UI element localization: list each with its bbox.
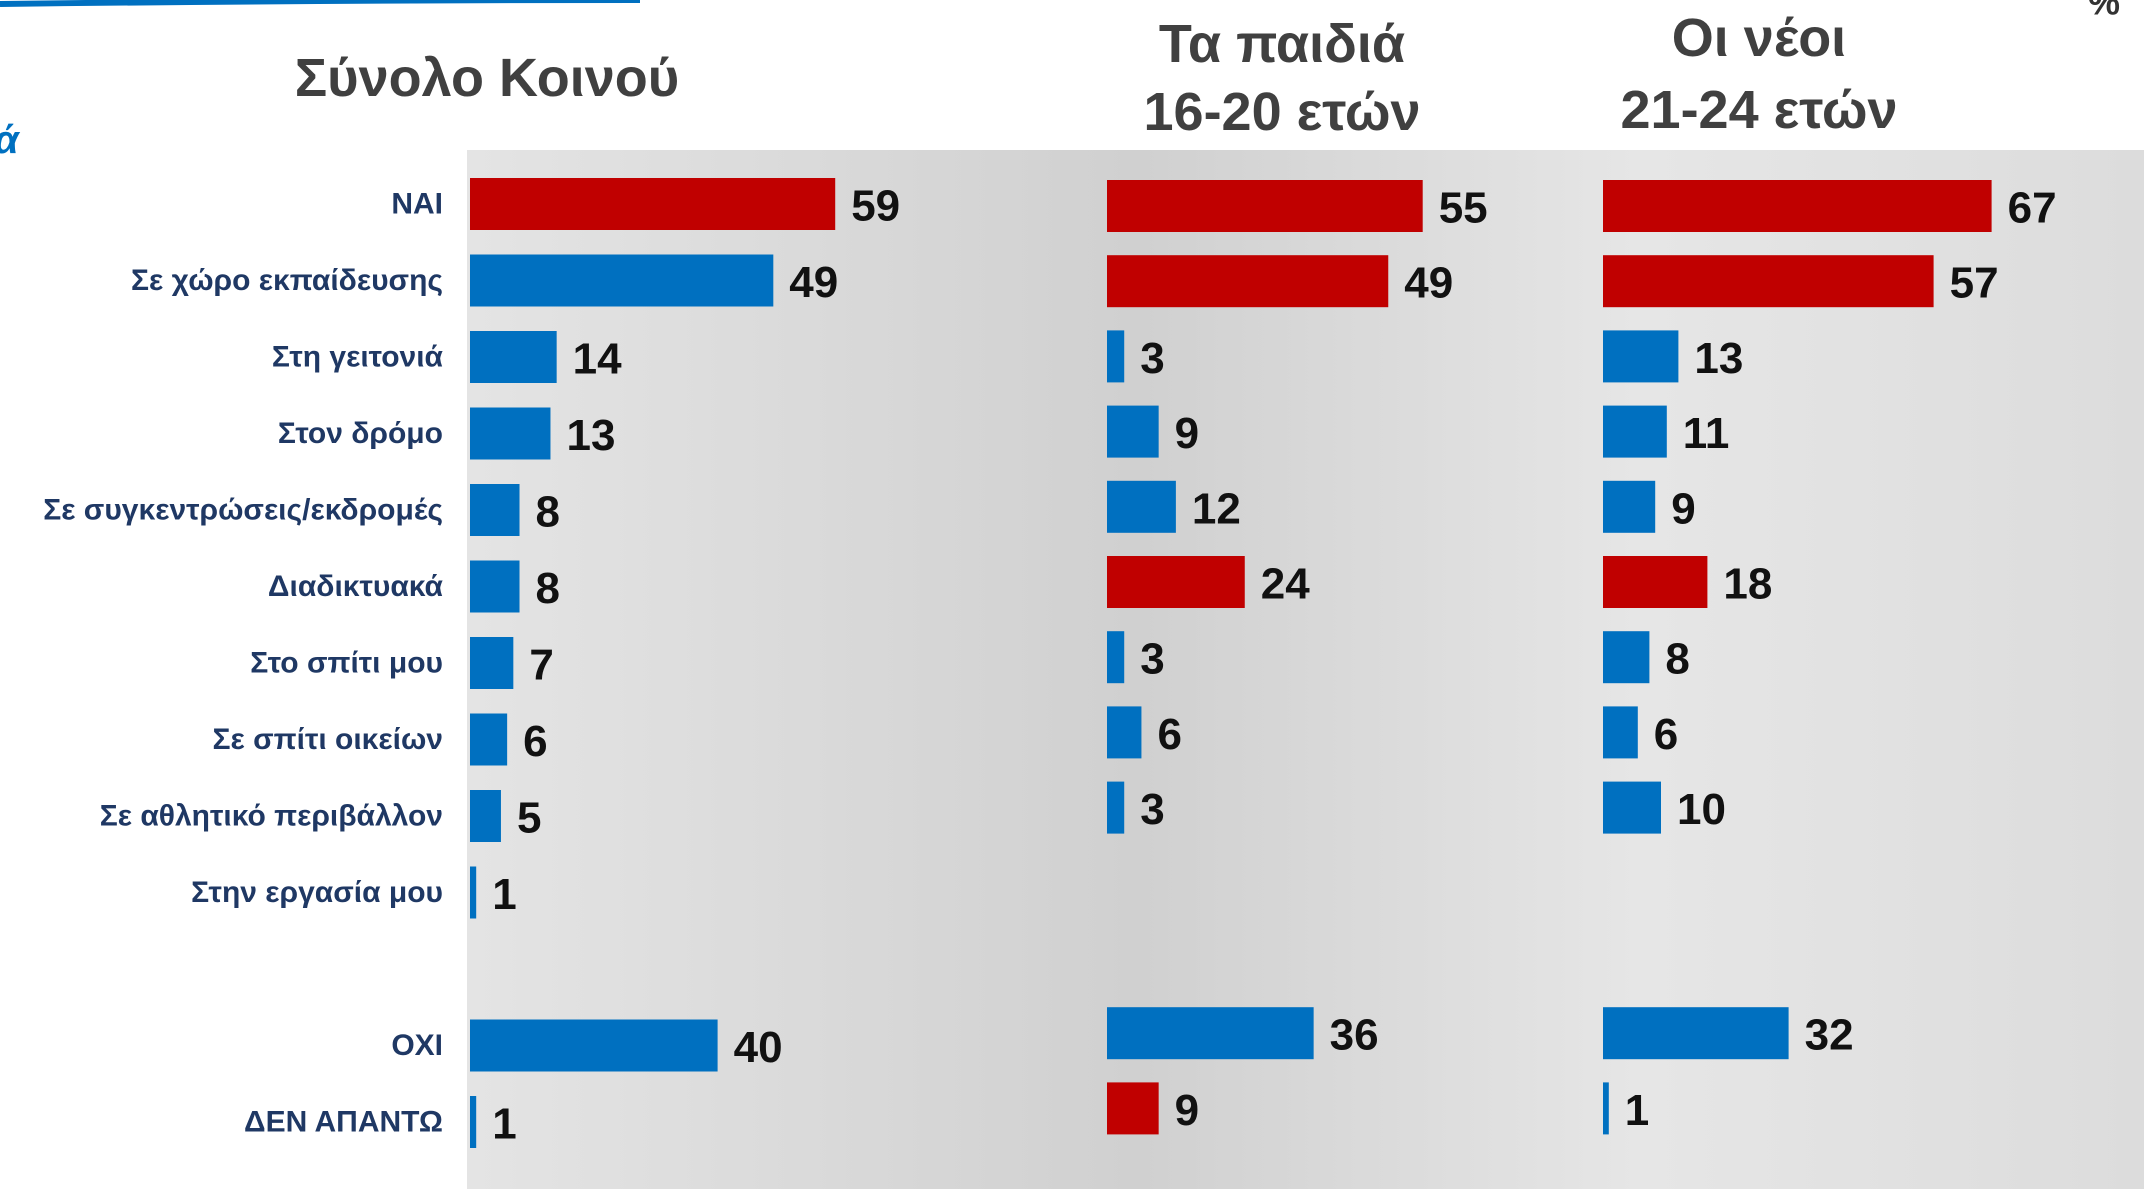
bar	[470, 484, 520, 536]
bar	[1603, 481, 1655, 533]
value-label: 67	[2008, 184, 2057, 233]
page: % ά Σύνολο Κοινού ΝΑΙ Σε χώρο εκπαίδευσης Σ…	[0, 0, 2144, 1189]
value-label: 32	[1805, 1011, 1854, 1060]
value-label: 13	[566, 411, 615, 460]
panel-title: Τα παιδιά	[1159, 14, 1405, 74]
value-label: 12	[1192, 484, 1241, 533]
value-label: 11	[1683, 409, 1730, 458]
panel-title: 21-24 ετών	[1621, 80, 1898, 140]
bar	[1107, 406, 1159, 458]
bar	[1603, 406, 1667, 458]
value-label: 59	[851, 182, 900, 231]
value-label: 8	[536, 488, 560, 537]
bar	[470, 1020, 718, 1072]
value-label: 3	[1140, 785, 1164, 834]
bar	[1603, 255, 1934, 307]
value-label: 49	[1404, 259, 1453, 308]
category-label: ΔΕΝ ΑΠΑΝΤΩ	[244, 1106, 443, 1139]
bar	[1107, 330, 1124, 382]
bar	[1107, 255, 1388, 307]
value-label: 14	[573, 335, 622, 384]
value-label: 6	[523, 717, 547, 766]
bar	[470, 637, 513, 689]
category-label: Σε σπίτι οικείων	[213, 723, 443, 756]
bar	[470, 867, 476, 919]
bar	[470, 561, 520, 613]
category-label: ΝΑΙ	[391, 188, 443, 221]
bar	[1603, 1007, 1789, 1059]
value-label: 3	[1140, 334, 1164, 383]
value-label: 9	[1175, 409, 1199, 458]
bar	[470, 178, 835, 230]
bar	[1107, 481, 1176, 533]
category-label: Σε χώρο εκπαίδευσης	[131, 264, 443, 297]
value-label: 36	[1330, 1011, 1379, 1060]
unit-mark: %	[2088, 0, 2120, 23]
bar	[1603, 180, 1992, 232]
category-label: Σε συγκεντρώσεις/εκδρομές	[43, 494, 443, 527]
panel-title: Οι νέοι	[1672, 8, 1846, 68]
category-label: Στη γειτονιά	[272, 341, 444, 374]
value-label: 18	[1723, 560, 1772, 609]
value-label: 49	[789, 258, 838, 307]
panel-title: 16-20 ετών	[1144, 82, 1421, 142]
category-label: Διαδικτυακά	[268, 570, 444, 603]
bar	[1603, 782, 1661, 834]
bar	[1107, 556, 1245, 608]
value-label: 9	[1175, 1086, 1199, 1135]
category-label: Στο σπίτι μου	[250, 647, 443, 680]
bar	[1107, 706, 1141, 758]
bar	[470, 331, 557, 383]
bar	[1107, 1007, 1314, 1059]
bar	[1603, 556, 1707, 608]
value-label: 1	[492, 1100, 516, 1149]
value-label: 57	[1950, 259, 1999, 308]
value-label: 3	[1140, 635, 1164, 684]
bar	[1107, 1082, 1159, 1134]
bar	[470, 408, 550, 460]
value-label: 6	[1654, 710, 1678, 759]
value-label: 5	[517, 794, 541, 843]
value-label: 1	[1625, 1086, 1649, 1135]
category-label: Στην εργασία μου	[191, 876, 443, 909]
category-label: Σε αθλητικό περιβάλλον	[100, 800, 443, 833]
value-label: 7	[529, 641, 553, 690]
value-label: 55	[1439, 184, 1488, 233]
top-accent	[0, 0, 640, 4]
bar	[470, 714, 507, 766]
category-label: Στον δρόμο	[278, 417, 443, 450]
bar	[470, 255, 773, 307]
bar	[470, 1096, 476, 1148]
value-label: 24	[1261, 560, 1310, 609]
category-label: ΟΧΙ	[391, 1029, 443, 1062]
bar	[1107, 631, 1124, 683]
bar	[1603, 706, 1638, 758]
value-label: 10	[1677, 785, 1726, 834]
chart: % ά Σύνολο Κοινού ΝΑΙ Σε χώρο εκπαίδευσης Σ…	[0, 0, 2144, 1189]
panel-title: Σύνολο Κοινού	[295, 48, 679, 108]
bar	[1603, 330, 1678, 382]
value-label: 8	[1665, 635, 1689, 684]
value-label: 1	[492, 870, 516, 919]
edge-fragment: ά	[0, 118, 21, 162]
bar	[1107, 782, 1124, 834]
bar	[1603, 1082, 1609, 1134]
bar	[1603, 631, 1649, 683]
value-label: 13	[1694, 334, 1743, 383]
value-label: 8	[536, 564, 560, 613]
value-label: 40	[734, 1023, 783, 1072]
bar	[470, 790, 501, 842]
value-label: 9	[1671, 484, 1695, 533]
value-label: 6	[1157, 710, 1181, 759]
bar	[1107, 180, 1423, 232]
